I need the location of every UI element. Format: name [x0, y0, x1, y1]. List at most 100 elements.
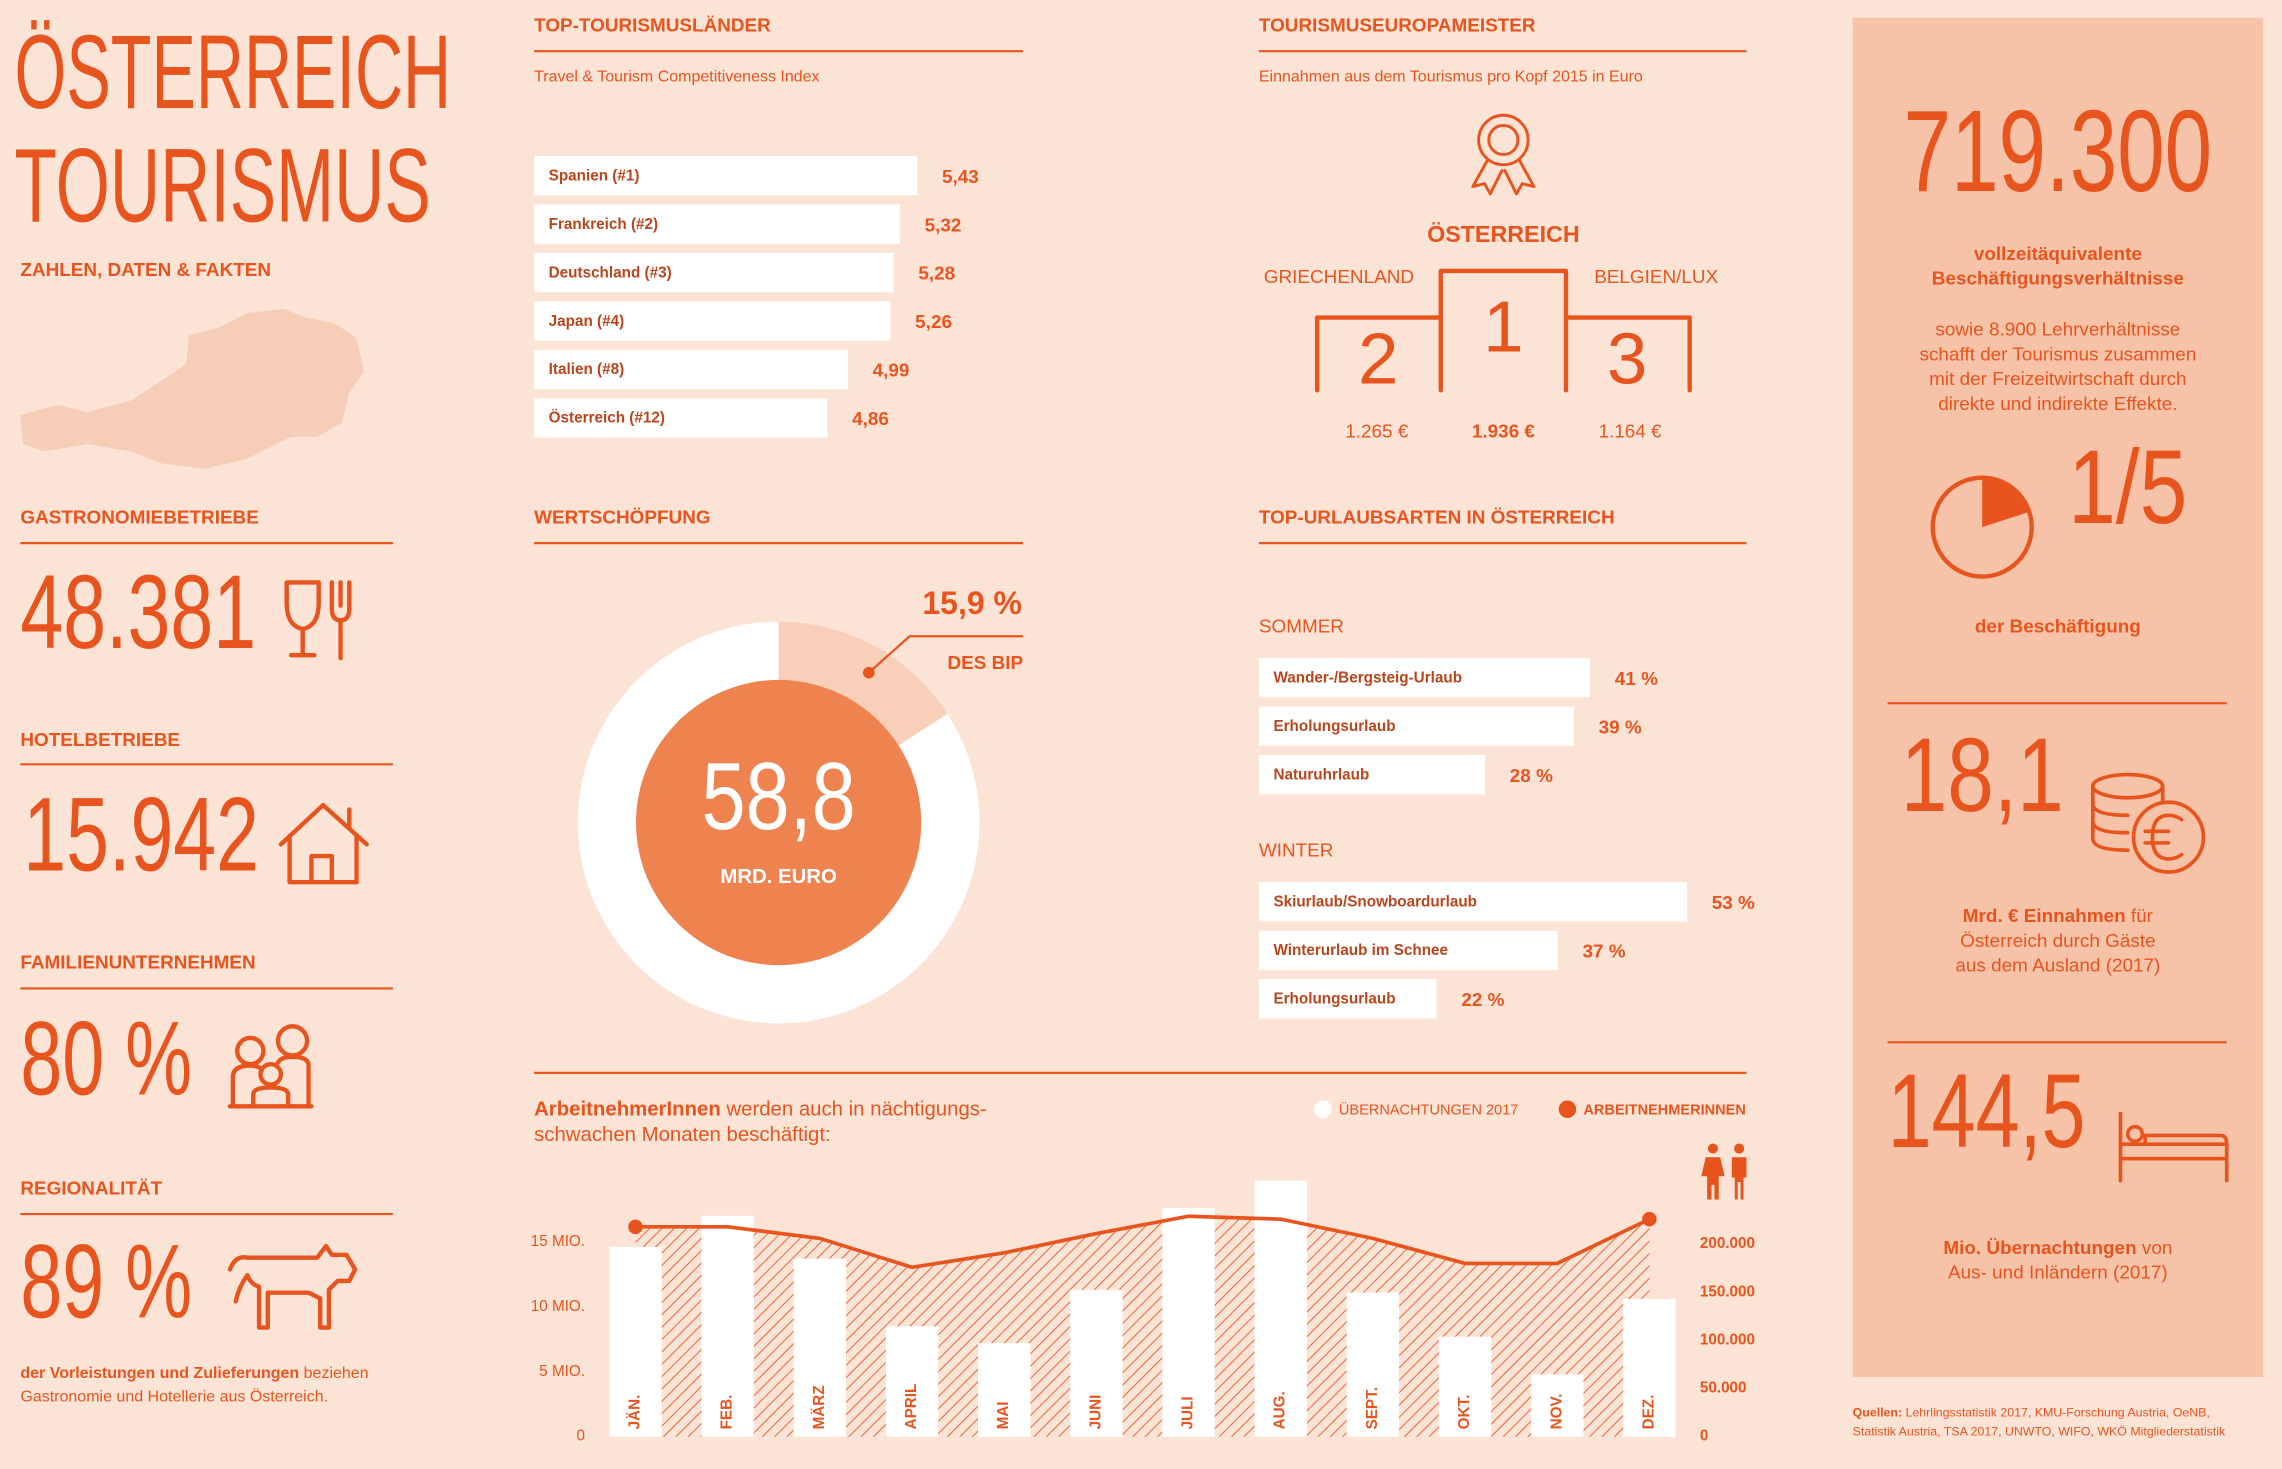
house-icon	[278, 802, 369, 885]
group-title: SOMMER	[1259, 617, 1344, 638]
title: TOURISMUS	[15, 128, 431, 245]
bar	[534, 398, 828, 438]
bar	[1258, 882, 1687, 922]
bar-label: Winterurlaub im Schnee	[1273, 942, 1448, 959]
y-tick-label: 10 MIO.	[531, 1298, 585, 1315]
kpi-text: Österreich durch Gäste	[1960, 931, 2155, 952]
kpi-text: Aus- und Inländern (2017)	[1948, 1263, 2168, 1284]
bar	[1162, 1207, 1215, 1437]
bar-label: Naturuhrlaub	[1273, 766, 1369, 783]
kpi-value: 719.300	[1904, 86, 2213, 216]
fact-value: 15.942	[23, 777, 259, 894]
bar-label: Deutschland (#3)	[549, 264, 672, 281]
kpi-text: für	[2126, 906, 2153, 927]
podium	[1314, 268, 1692, 393]
section-title: TOURISMUSEUROPAMEISTER	[1259, 15, 1536, 36]
podium-amount: 1.936 €	[1472, 422, 1536, 443]
legend-label: ÜBERNACHTUNGEN 2017	[1339, 1101, 1518, 1119]
x-tick-label: FEB.	[719, 1395, 736, 1430]
legend-marker	[1314, 1100, 1332, 1118]
sources: Statistik Austria, TSA 2017, UNWTO, WIFO…	[1853, 1425, 2226, 1439]
center-label: MRD. EURO	[720, 866, 837, 888]
y2-tick-label: 50.000	[1700, 1380, 1747, 1397]
kpi-label: der Beschäftigung	[1975, 617, 2141, 638]
legend-label: ARBEITNEHMERINNEN	[1583, 1103, 1745, 1119]
bar	[1438, 1336, 1492, 1437]
title: ÖSTERREICH	[15, 14, 452, 131]
side-panel	[1852, 17, 2264, 1378]
fact-heading: FAMILIENUNTERNEHMEN	[20, 953, 255, 974]
bar-label: Japan (#4)	[549, 313, 625, 330]
line-point	[1642, 1211, 1657, 1227]
chart-title: ArbeitnehmerInnen werden auch in nächtig…	[534, 1099, 987, 1121]
kpi-value: 18,1	[1901, 717, 2064, 834]
kpi-text: Mio. Übernachtungen von	[1943, 1238, 2172, 1259]
bar	[609, 1246, 662, 1437]
fact-heading: GASTRONOMIEBETRIEBE	[20, 507, 258, 528]
center-value: 58,8	[701, 743, 855, 850]
fact-note: der Vorleistungen und Zulieferungen bezi…	[20, 1365, 368, 1382]
x-tick-label: MAI	[995, 1401, 1012, 1429]
bar	[534, 155, 918, 196]
section-subtitle: Travel & Tourism Competitiveness Index	[534, 69, 819, 86]
x-tick-label: OKT.	[1456, 1395, 1473, 1430]
value-label: 4,99	[873, 361, 910, 382]
bed-icon	[2118, 1111, 2229, 1183]
bar	[1258, 930, 1558, 970]
y-tick-label: 0	[577, 1428, 586, 1445]
bar	[1258, 706, 1574, 746]
coins-icon	[2090, 772, 2206, 874]
podium-rank: 2	[1358, 318, 1398, 399]
podium-amount: 1.164 €	[1598, 422, 1662, 443]
x-tick-label: DEZ.	[1640, 1395, 1657, 1430]
kpi-value: 144,5	[1888, 1053, 2086, 1170]
gastro-icon	[284, 580, 352, 661]
charts: Spanien (#1) 5,43 Frankreich (#2) 5,32 Deuts…	[534, 155, 1755, 1019]
sources: Quellen: Lehrlingsstatistik 2017, KMU-Fo…	[1853, 1406, 2210, 1420]
fact-heading: HOTELBETRIEBE	[20, 730, 180, 751]
x-tick-label: AUG.	[1272, 1391, 1289, 1429]
bar-label: Österreich (#12)	[549, 410, 665, 427]
bar	[1531, 1374, 1584, 1437]
bar-label: Italien (#8)	[549, 361, 625, 378]
bar	[978, 1343, 1031, 1437]
section-title: TOP-URLAUBSARTEN IN ÖSTERREICH	[1259, 507, 1615, 528]
kpi-text: von	[2137, 1238, 2173, 1259]
bar	[1258, 658, 1591, 698]
kpi-label: Beschäftigungsverhältnisse	[1932, 269, 2184, 290]
bar	[534, 349, 848, 390]
x-tick-label: APRIL	[903, 1384, 920, 1430]
bar	[534, 252, 894, 293]
y2-tick-label: 100.000	[1700, 1331, 1755, 1348]
people-icon	[1701, 1143, 1747, 1200]
value-label: 4,86	[852, 409, 889, 430]
kpi-text: schafft der Tourismus zusammen	[1920, 344, 2197, 365]
value-label: 5,26	[915, 312, 952, 333]
value-label: 28 %	[1510, 766, 1553, 787]
y2-tick-label: 0	[1700, 1428, 1708, 1445]
cow-icon	[227, 1243, 358, 1330]
podium-amount: 1.265 €	[1345, 422, 1409, 443]
value-label: 5,28	[918, 264, 955, 285]
title-bold: ArbeitnehmerInnen	[534, 1099, 721, 1121]
x-tick-label: JÄN.	[627, 1395, 644, 1430]
podium-country: GRIECHENLAND	[1264, 267, 1414, 288]
y2-tick-label: 150.000	[1700, 1283, 1755, 1300]
bar-label: Spanien (#1)	[549, 167, 640, 184]
bar	[793, 1258, 847, 1437]
bar	[1258, 755, 1486, 795]
y-tick-label: 5 MIO.	[539, 1363, 585, 1380]
subtitle: ZAHLEN, DATEN & FAKTEN	[20, 260, 271, 281]
title-text: werden auch in nächtigungs-	[721, 1099, 987, 1121]
podium-rank: 3	[1607, 318, 1647, 399]
bar-label: Erholungsurlaub	[1273, 718, 1395, 735]
value-label: 41 %	[1615, 669, 1658, 690]
bar-label: Erholungsurlaub	[1273, 991, 1395, 1008]
fact-heading: REGIONALITÄT	[20, 1178, 162, 1199]
kpi-text: Mrd. € Einnahmen für	[1963, 906, 2153, 927]
podium-rank: 1	[1483, 286, 1523, 367]
pie-value-label: 15,9 %	[922, 585, 1022, 621]
chart-title: schwachen Monaten beschäftigt:	[534, 1124, 831, 1146]
